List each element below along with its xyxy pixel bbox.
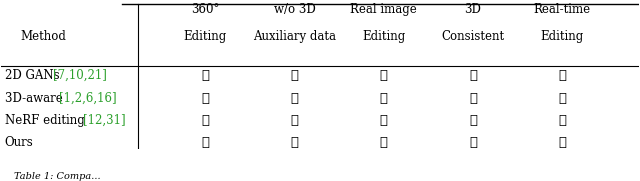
Text: ✓: ✓ (202, 136, 209, 149)
Text: Editing: Editing (362, 30, 405, 43)
Text: ✓: ✓ (469, 114, 477, 127)
Text: ✓: ✓ (558, 136, 566, 149)
Text: ✗: ✗ (558, 92, 566, 105)
Text: ✓: ✓ (202, 114, 209, 127)
Text: 3D: 3D (465, 3, 481, 16)
Text: w/o 3D: w/o 3D (274, 3, 316, 16)
Text: ✗: ✗ (380, 92, 388, 105)
Text: Table 1: Compa...: Table 1: Compa... (14, 172, 100, 181)
Text: ✗: ✗ (380, 114, 388, 127)
Text: ✗: ✗ (558, 114, 566, 127)
Text: ✓: ✓ (291, 136, 298, 149)
Text: 3D-aware: 3D-aware (4, 92, 66, 105)
Text: ✓: ✓ (558, 69, 566, 82)
Text: Ours: Ours (4, 136, 33, 149)
Text: Real image: Real image (350, 3, 417, 16)
Text: Real-time: Real-time (534, 3, 591, 16)
Text: 2D GANs: 2D GANs (4, 69, 63, 82)
Text: ✓: ✓ (291, 69, 298, 82)
Text: [7,10,21]: [7,10,21] (53, 69, 107, 82)
Text: NeRF editing: NeRF editing (4, 114, 88, 127)
Text: ✓: ✓ (469, 92, 477, 105)
Text: ✓: ✓ (291, 92, 298, 105)
Text: 360°: 360° (191, 3, 220, 16)
Text: ✗: ✗ (469, 69, 477, 82)
Text: ✗: ✗ (202, 92, 209, 105)
Text: [1,2,6,16]: [1,2,6,16] (59, 92, 116, 105)
Text: Method: Method (20, 30, 67, 43)
Text: ✓: ✓ (469, 136, 477, 149)
Text: ✗: ✗ (291, 114, 298, 127)
Text: Editing: Editing (184, 30, 227, 43)
Text: Auxiliary data: Auxiliary data (253, 30, 336, 43)
Text: ✓: ✓ (380, 69, 388, 82)
Text: Consistent: Consistent (442, 30, 504, 43)
Text: Editing: Editing (541, 30, 584, 43)
Text: ✗: ✗ (202, 69, 209, 82)
Text: ✓: ✓ (380, 136, 388, 149)
Text: [12,31]: [12,31] (83, 114, 126, 127)
